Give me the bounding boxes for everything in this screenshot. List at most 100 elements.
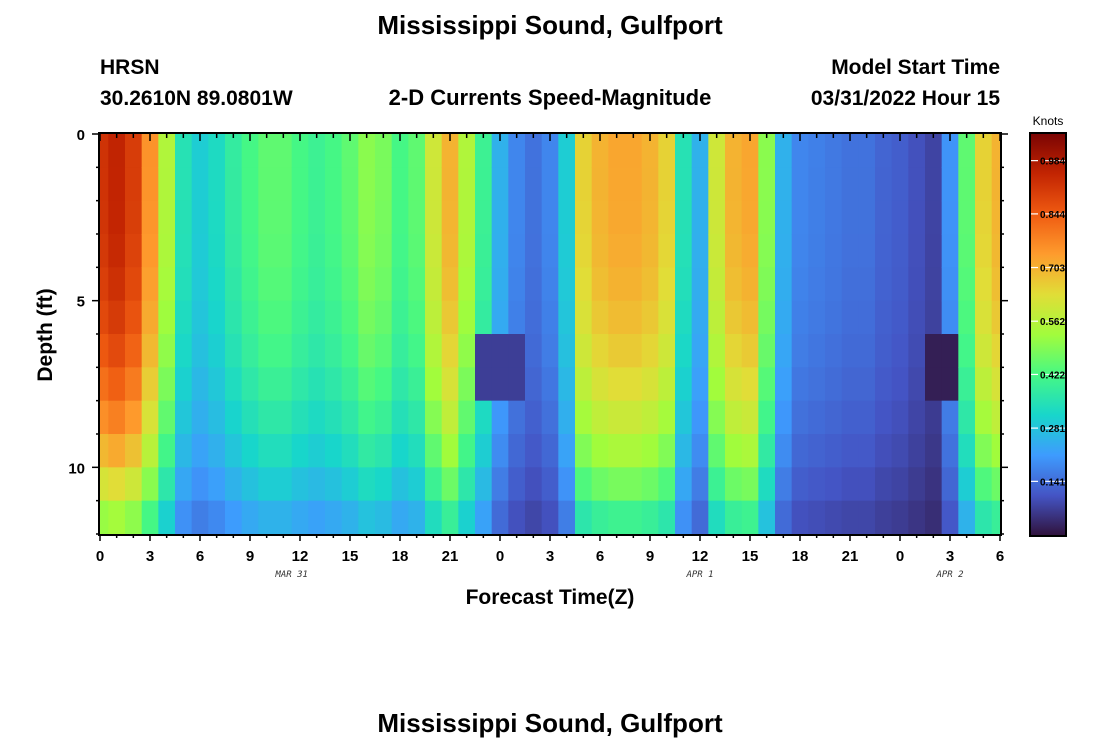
heatmap-cell bbox=[258, 334, 276, 368]
heatmap-cell bbox=[608, 367, 626, 402]
heatmap-cell bbox=[491, 234, 509, 268]
heatmap-cell bbox=[825, 267, 843, 302]
heatmap-cell bbox=[375, 167, 393, 202]
heatmap-cell bbox=[391, 267, 409, 302]
heatmap-cell bbox=[708, 367, 726, 402]
heatmap-cell bbox=[358, 234, 376, 268]
heatmap-cell bbox=[558, 334, 576, 368]
x-tick-label: 21 bbox=[842, 548, 859, 565]
heatmap-cell bbox=[100, 434, 109, 468]
heatmap-cell bbox=[941, 200, 959, 235]
heatmap-cell bbox=[825, 167, 843, 202]
heatmap-cell bbox=[258, 267, 276, 302]
heatmap-cell bbox=[558, 367, 576, 402]
heatmap-cell bbox=[191, 500, 209, 535]
heatmap-cell bbox=[858, 267, 876, 302]
heatmap-cell bbox=[691, 267, 709, 302]
heatmap-cell bbox=[308, 167, 326, 202]
heatmap-cell bbox=[791, 167, 809, 202]
heatmap-cell bbox=[858, 334, 876, 368]
heatmap-cell bbox=[258, 234, 276, 268]
heatmap-cell bbox=[158, 267, 176, 302]
heatmap-cell bbox=[175, 134, 193, 168]
heatmap-cell bbox=[991, 434, 1001, 468]
heatmap-cell bbox=[425, 134, 443, 168]
heatmap-cell bbox=[158, 200, 176, 235]
heatmap-cell bbox=[491, 400, 509, 435]
heatmap-cell bbox=[108, 200, 126, 235]
heatmap-cell bbox=[475, 334, 493, 368]
x-tick-label: 9 bbox=[246, 548, 254, 565]
heatmap-cell bbox=[875, 267, 893, 302]
heatmap-cell bbox=[725, 400, 743, 435]
heatmap-cell bbox=[658, 134, 676, 168]
heatmap-cell bbox=[325, 434, 343, 468]
heatmap-cell bbox=[258, 500, 276, 535]
heatmap-cell bbox=[941, 400, 959, 435]
heatmap-cell bbox=[158, 167, 176, 202]
heatmap-cell bbox=[691, 234, 709, 268]
heatmap-cell bbox=[325, 167, 343, 202]
heatmap-cell bbox=[408, 500, 426, 535]
heatmap-cell bbox=[825, 500, 843, 535]
heatmap-cell bbox=[258, 400, 276, 435]
heatmap-cell bbox=[991, 367, 1001, 402]
heatmap-cell bbox=[791, 267, 809, 302]
heatmap-cell bbox=[408, 134, 426, 168]
heatmap-cell bbox=[858, 467, 876, 502]
heatmap-cell bbox=[991, 300, 1001, 335]
heatmap-cell bbox=[208, 234, 226, 268]
heatmap-cell bbox=[141, 167, 159, 202]
heatmap-cell bbox=[608, 134, 626, 168]
heatmap-cell bbox=[825, 134, 843, 168]
heatmap-cell bbox=[741, 400, 759, 435]
heatmap-cell bbox=[425, 200, 443, 235]
heatmap-cell bbox=[141, 134, 159, 168]
heatmap-cell bbox=[891, 467, 909, 502]
heatmap-cell bbox=[708, 134, 726, 168]
heatmap-cell bbox=[691, 367, 709, 402]
heatmap-cell bbox=[508, 334, 526, 368]
heatmap-cell bbox=[541, 234, 559, 268]
heatmap-cell bbox=[491, 434, 509, 468]
heatmap-cell bbox=[175, 167, 193, 202]
heatmap-cell bbox=[475, 434, 493, 468]
heatmap-cell bbox=[575, 300, 593, 335]
heatmap-cell bbox=[691, 400, 709, 435]
date-label: MAR 31 bbox=[274, 570, 308, 580]
heatmap-cell bbox=[891, 134, 909, 168]
heatmap-cell bbox=[991, 200, 1001, 235]
heatmap-cell bbox=[525, 434, 543, 468]
heatmap-cell bbox=[941, 334, 959, 368]
x-tick-label: 3 bbox=[946, 548, 954, 565]
heatmap-cell bbox=[475, 200, 493, 235]
heatmap-cell bbox=[941, 367, 959, 402]
heatmap-cell bbox=[491, 367, 509, 402]
colorbar-tick-label: 0.281 bbox=[1040, 424, 1065, 435]
heatmap-cell bbox=[875, 500, 893, 535]
heatmap-cell bbox=[458, 434, 476, 468]
heatmap-cells bbox=[100, 134, 1001, 535]
heatmap-cell bbox=[808, 167, 826, 202]
heatmap-cell bbox=[291, 500, 309, 535]
colorbar-tick-label: 0.562 bbox=[1040, 317, 1065, 328]
heatmap-cell bbox=[658, 367, 676, 402]
heatmap-cell bbox=[491, 334, 509, 368]
heatmap-cell bbox=[808, 200, 826, 235]
heatmap-cell bbox=[258, 367, 276, 402]
heatmap-cell bbox=[100, 334, 109, 368]
heatmap-cell bbox=[208, 167, 226, 202]
heatmap-cell bbox=[591, 300, 609, 335]
heatmap-cell bbox=[858, 400, 876, 435]
heatmap-cell bbox=[941, 500, 959, 535]
heatmap-cell bbox=[441, 500, 459, 535]
heatmap-cell bbox=[308, 300, 326, 335]
heatmap-cell bbox=[641, 434, 659, 468]
heatmap-cell bbox=[441, 434, 459, 468]
heatmap-cell bbox=[925, 167, 943, 202]
heatmap-cell bbox=[625, 134, 643, 168]
heatmap-cell bbox=[775, 300, 793, 335]
heatmap-cell bbox=[591, 234, 609, 268]
chart-subtitle: 2-D Currents Speed-Magnitude bbox=[388, 85, 712, 110]
heatmap-cell bbox=[275, 267, 293, 302]
